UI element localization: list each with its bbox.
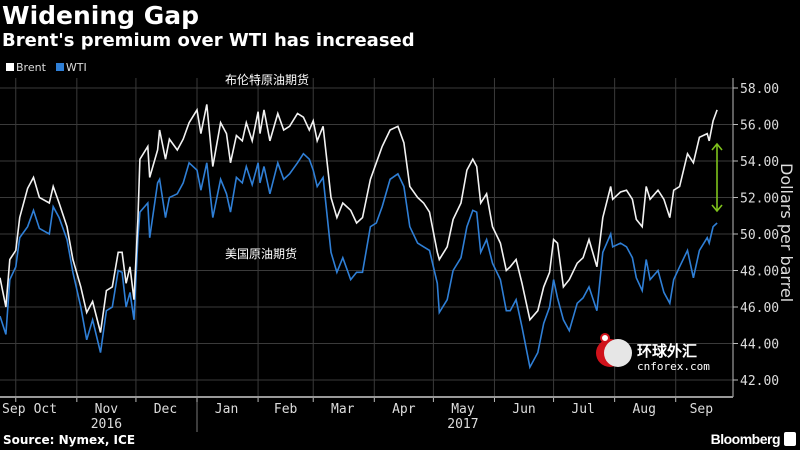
source-note: Source: Nymex, ICE [3,433,136,447]
annotation-wti: 美国原油期货 [225,246,297,261]
watermark-en: cnforex.com [637,360,710,373]
x-tick-label: Sep [2,402,26,417]
legend-item-wti: WTI [55,61,87,74]
legend-item-brent: Brent [6,61,46,74]
x-tick-label: May [451,402,475,417]
x-tick-label: Jan [215,402,238,417]
y-axis-label: Dollars per barrel [777,163,796,302]
x-tick-label: Dec [154,402,177,417]
bloomberg-logo: Bloomberg [710,431,781,447]
bloomberg-terminal-icon [784,432,796,446]
legend-label-brent: Brent [16,61,46,74]
x-tick-label: Aug [632,402,655,417]
watermark-logo: 环球外汇 cnforex.com [596,333,710,373]
legend-swatch-wti [55,63,64,71]
y-tick-label: 56.00 [740,119,779,134]
x-tick-label: Feb [274,402,298,417]
x-year-label: 2017 [447,417,478,432]
x-tick-label: Mar [331,402,355,417]
legend-label-wti: WTI [65,61,87,74]
y-tick-label: 42.00 [740,374,779,389]
x-year-label: 2016 [91,417,122,432]
y-tick-label: 48.00 [740,265,779,280]
x-tick-label: Oct [34,402,57,417]
x-tick-label: Sep [690,402,714,417]
x-tick-label: Jun [512,402,535,417]
legend: Brent WTI [6,61,87,74]
gap-arrow [711,142,723,213]
x-tick-label: Jul [571,402,594,417]
y-tick-label: 46.00 [740,301,779,316]
x-tick-label: Nov [95,402,119,417]
x-tick-label: Apr [392,402,416,417]
y-axis: 42.00 44.00 46.00 48.00 50.00 52.00 54.00 56.00… [732,78,779,397]
y-tick-label: 50.00 [740,228,779,243]
series-line-brent [0,104,718,333]
watermark-cn: 环球外汇 [637,342,697,360]
y-tick-label: 54.00 [740,155,779,170]
y-tick-label: 52.00 [740,192,779,207]
annotation-brent: 布伦特原油期货 [225,72,309,87]
y-tick-label: 58.00 [740,82,779,97]
x-axis: Sep Oct Nov Dec Jan Feb Mar Apr May Jun Jul Aug Sep 2… [0,396,733,432]
chart-subtitle: Brent's premium over WTI has increased [2,30,415,51]
series-line-wti [0,152,718,370]
y-tick-label: 44.00 [740,338,779,353]
legend-swatch-brent [6,63,14,71]
chart-title: Widening Gap [2,1,200,30]
